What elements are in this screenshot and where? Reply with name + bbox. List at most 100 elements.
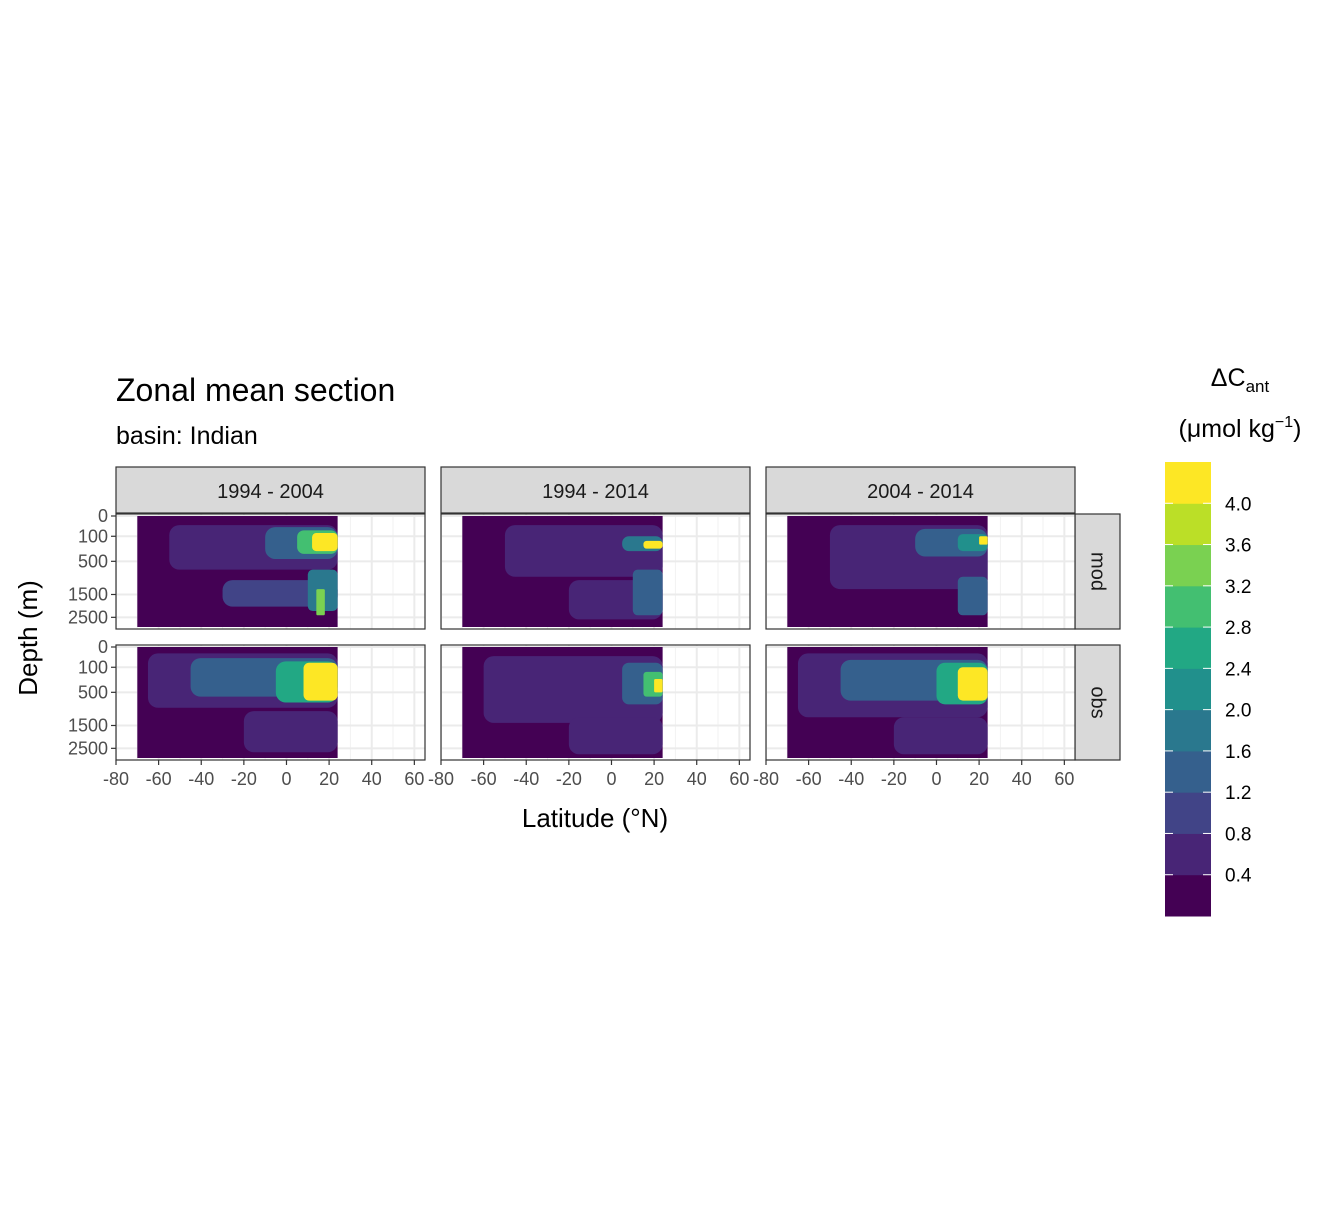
heatmap-panel (116, 514, 425, 629)
contour-band (303, 662, 338, 701)
x-tick-label: -80 (428, 769, 454, 789)
x-tick-label: -60 (146, 769, 172, 789)
legend: ΔCant (μmol kg−1) 0.4 0.8 1.2 1.6 2.0 2.4 2.8 3.2… (1165, 364, 1301, 917)
legend-label: 0.4 (1225, 866, 1252, 887)
x-tick-label: -20 (231, 769, 257, 789)
y-tick-label: 1500 (68, 715, 108, 735)
y-tick-label: 0 (98, 506, 108, 526)
legend-color-step (1165, 874, 1211, 917)
chart-title: Zonal mean section (116, 372, 395, 408)
panel-border (440, 513, 751, 630)
legend-label: 4.0 (1225, 494, 1251, 515)
y-tick-label: 100 (78, 657, 108, 677)
x-tick-label: 40 (687, 769, 707, 789)
x-tick-label: 20 (319, 769, 339, 789)
contour-band (504, 525, 663, 577)
x-tick-label: -80 (753, 769, 779, 789)
x-tick-label: 40 (362, 769, 382, 789)
facet-strip-row (1074, 513, 1121, 630)
contour-band (312, 532, 338, 552)
legend-color-step (1165, 585, 1211, 628)
contour-band (654, 679, 663, 693)
y-tick-label: 500 (78, 682, 108, 702)
y-tick-label: 0 (98, 637, 108, 657)
legend-label: 3.2 (1225, 577, 1251, 598)
x-tick-label: -40 (513, 769, 539, 789)
heatmap-panel (116, 645, 425, 760)
x-tick-label: -80 (103, 769, 129, 789)
facet-strip-label: mod (1087, 552, 1109, 591)
y-tick-label: 500 (78, 551, 108, 571)
facet-strip-col (440, 466, 751, 514)
legend-color-step (1165, 627, 1211, 669)
panel-border (765, 513, 1076, 630)
contour-band (632, 569, 663, 616)
legend-label: 1.2 (1225, 783, 1251, 804)
x-tick-label: -20 (881, 769, 907, 789)
legend-label: 2.0 (1225, 701, 1251, 722)
panel-border (115, 513, 426, 630)
x-tick-label: -60 (796, 769, 822, 789)
legend-color-step (1165, 750, 1211, 793)
facet-strip-label: 1994 - 2004 (217, 481, 324, 503)
x-tick-label: 0 (931, 769, 941, 789)
contour-band (957, 576, 988, 616)
legend-label: 3.6 (1225, 536, 1251, 557)
heatmap-panel (766, 514, 1075, 629)
legend-label: 1.6 (1225, 742, 1251, 763)
contour-band (316, 589, 325, 616)
y-axis-title: Depth (m) (13, 580, 43, 696)
facet-strip-row (1074, 644, 1121, 761)
heatmap-panel (441, 514, 750, 629)
y-tick-label: 100 (78, 526, 108, 546)
contour-band (893, 717, 988, 755)
x-tick-label: -20 (556, 769, 582, 789)
x-tick-label: -40 (188, 769, 214, 789)
x-tick-label: 20 (644, 769, 664, 789)
facet-strip-col (115, 466, 426, 514)
contour-band (957, 667, 988, 701)
x-tick-label: -60 (471, 769, 497, 789)
panel-border (115, 644, 426, 761)
x-tick-label: 0 (281, 769, 291, 789)
facet-strip-label: 1994 - 2014 (542, 481, 649, 503)
contour-band (643, 540, 663, 549)
facet-strip-label: 2004 - 2014 (867, 481, 974, 503)
x-tick-label: -40 (838, 769, 864, 789)
legend-label: 0.8 (1225, 824, 1251, 845)
panel-border (440, 644, 751, 761)
legend-title: ΔCant (1211, 364, 1270, 396)
legend-label: 2.4 (1225, 659, 1252, 680)
legend-label: 2.8 (1225, 618, 1251, 639)
x-axis-title: Latitude (°N) (522, 803, 668, 833)
legend-color-step (1165, 709, 1211, 752)
facet-panels: 1994 - 2004 1994 - 2014 2004 - 2014 mod obs (115, 466, 1121, 761)
contour-band (483, 656, 663, 723)
contour-band (979, 536, 988, 545)
heatmap-panel (766, 645, 1075, 760)
legend-color-step (1165, 668, 1211, 711)
legend-color-step (1165, 503, 1211, 546)
contour-band (568, 717, 663, 755)
x-tick-label: 0 (606, 769, 616, 789)
legend-color-step (1165, 462, 1211, 504)
legend-color-step (1165, 792, 1211, 834)
x-tick-label: 60 (729, 769, 749, 789)
x-tick-label: 60 (1054, 769, 1074, 789)
y-tick-label: 1500 (68, 584, 108, 604)
legend-unit: (μmol kg−1) (1179, 414, 1302, 443)
contour-band (243, 711, 338, 753)
y-tick-label: 2500 (68, 738, 108, 758)
x-tick-label: 20 (969, 769, 989, 789)
chart-subtitle: basin: Indian (116, 422, 258, 450)
x-tick-label: 40 (1012, 769, 1032, 789)
x-tick-label: 60 (404, 769, 424, 789)
y-tick-label: 2500 (68, 607, 108, 627)
legend-color-step (1165, 544, 1211, 587)
heatmap-panel (441, 645, 750, 760)
panel-border (765, 644, 1076, 761)
facet-strip-label: obs (1087, 686, 1109, 718)
facet-strip-col (765, 466, 1076, 514)
